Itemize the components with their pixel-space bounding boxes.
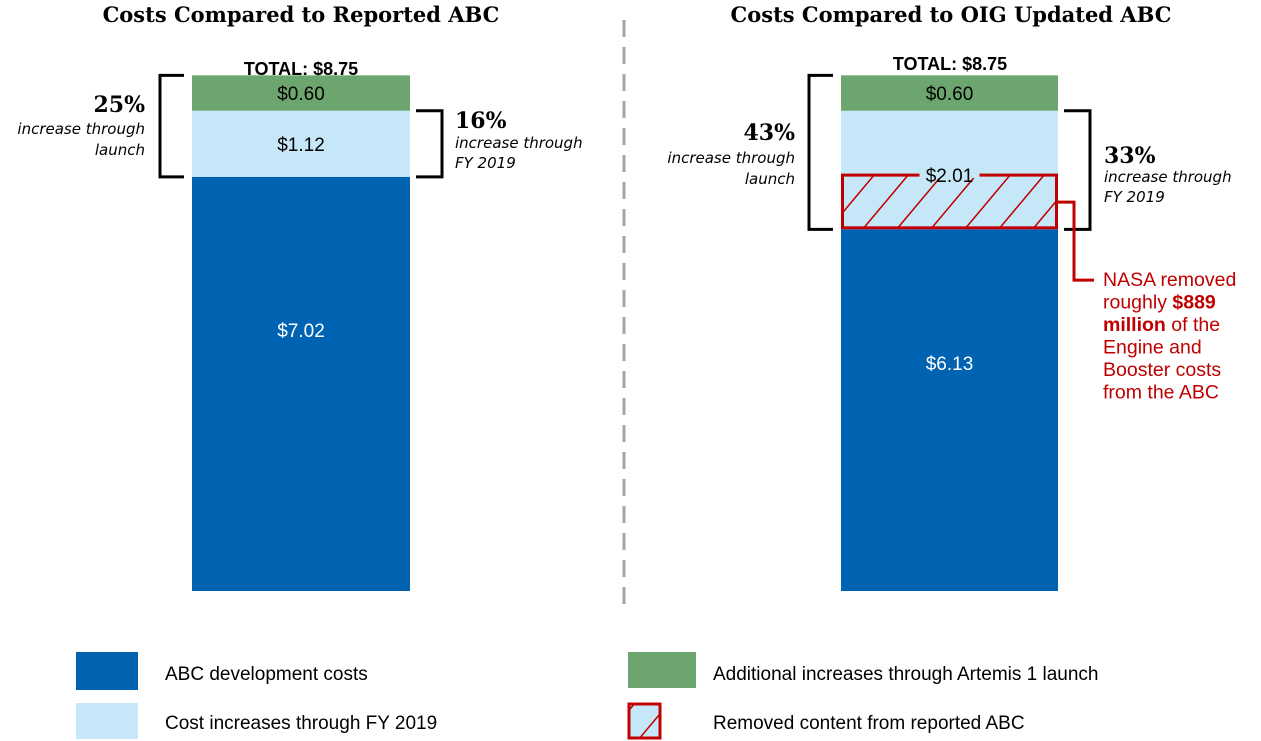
percent-fy2019-increase: 33% (1104, 143, 1156, 169)
note-line: Engine and (1103, 337, 1202, 359)
legend-swatch-additional-increases-launch (628, 652, 696, 688)
note-line: from the ABC (1103, 382, 1219, 404)
segment-label-abc-development: $7.02 (277, 321, 325, 342)
percent-launch-increase: 43% (743, 120, 795, 146)
panel-oig-updated: TOTAL: $8.75 $6.13 $2.01 $0.60 43% incre… (667, 54, 1236, 591)
percent-fy2019-increase: 16% (455, 108, 507, 134)
segment-label-additional-increases-launch: $0.60 (277, 84, 325, 105)
note-text: roughly (1103, 292, 1172, 314)
bracket-fy2019-increase (416, 109, 444, 179)
percent-launch-increase: 25% (93, 92, 145, 118)
bracket-launch-increase (158, 73, 184, 179)
bar-segment-additional-increases-launch (192, 75, 410, 111)
segment-label-abc-development: $6.13 (926, 354, 974, 375)
bar-segment-cost-increases-fy2019 (192, 110, 410, 177)
percent-fy2019-desc-line1: increase through (1104, 168, 1232, 186)
legend-swatch-removed-content (627, 702, 662, 740)
panel-title-reported: Costs Compared to Reported ABC (103, 2, 500, 27)
note-line: million of the (1103, 314, 1220, 336)
legend-label-additional-increases-launch: Additional increases through Artemis 1 l… (713, 664, 1099, 685)
note-line: roughly $889 (1103, 292, 1216, 314)
legend-label-removed-content: Removed content from reported ABC (713, 713, 1025, 734)
removed-content-callout-line (1058, 200, 1094, 282)
note-text: Engine and (1103, 337, 1202, 359)
note-emphasis: million (1103, 314, 1166, 336)
percent-launch-desc-line1: increase through (667, 149, 795, 167)
total-label-oig: TOTAL: $8.75 (893, 54, 1007, 74)
percent-launch-desc-line1: increase through (17, 120, 145, 138)
legend: ABC development costs Additional increas… (76, 652, 1099, 740)
legend-label-abc-development: ABC development costs (165, 664, 368, 685)
percent-fy2019-desc-line1: increase through (455, 134, 583, 152)
bar-segment-abc-development (192, 176, 410, 591)
note-emphasis: $889 (1172, 292, 1216, 314)
bar-segment-additional-increases-launch (841, 75, 1058, 111)
percent-launch-desc-line2: launch (745, 170, 795, 188)
panel-reported: TOTAL: $8.75 $7.02 $1.12 $0.60 25% incre… (17, 59, 583, 591)
note-text: NASA removed (1103, 269, 1236, 291)
segment-label-additional-increases-launch: $0.60 (926, 84, 974, 105)
percent-launch-desc-line2: launch (95, 141, 145, 159)
percent-fy2019-desc-line2: FY 2019 (455, 154, 516, 172)
note-text: from the ABC (1103, 382, 1219, 404)
legend-label-cost-increases-fy2019: Cost increases through FY 2019 (165, 713, 437, 734)
segment-label-background (919, 172, 980, 179)
bracket-fy2019-increase (1064, 109, 1092, 231)
segment-label-cost-increases-fy2019: $2.01 (926, 166, 974, 187)
percent-fy2019-desc-line2: FY 2019 (1104, 188, 1165, 206)
bar-segment-removed-content (841, 173, 1058, 230)
segment-label-cost-increases-fy2019: $1.12 (277, 135, 325, 156)
note-line: NASA removed (1103, 269, 1236, 291)
removed-content-note: NASA removed roughly $889 million of the En… (1103, 269, 1236, 404)
note-line: Booster costs (1103, 359, 1221, 381)
bar-segment-abc-development (841, 229, 1058, 591)
note-text: of the (1166, 314, 1220, 336)
legend-swatch-abc-development (76, 652, 138, 690)
panel-title-oig: Costs Compared to OIG Updated ABC (731, 2, 1172, 27)
bracket-launch-increase (807, 73, 833, 231)
total-label-reported: TOTAL: $8.75 (244, 59, 358, 79)
legend-swatch-cost-increases-fy2019 (76, 703, 138, 739)
note-text: Booster costs (1103, 359, 1221, 381)
